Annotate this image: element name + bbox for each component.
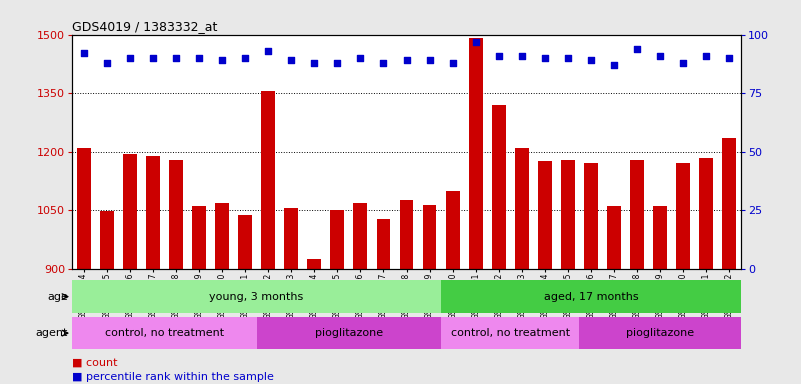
Text: control, no treatment: control, no treatment xyxy=(451,328,570,338)
Bar xyxy=(72,280,441,313)
Bar xyxy=(579,317,741,349)
Bar xyxy=(123,154,137,269)
Text: control, no treatment: control, no treatment xyxy=(105,328,224,338)
Bar xyxy=(376,219,390,269)
Bar xyxy=(72,317,256,349)
Bar xyxy=(256,317,441,349)
Bar xyxy=(353,203,368,269)
Point xyxy=(100,60,113,66)
Point xyxy=(630,46,643,52)
Point xyxy=(700,53,713,59)
Point xyxy=(354,55,367,61)
Text: young, 3 months: young, 3 months xyxy=(210,291,304,302)
Bar xyxy=(423,205,437,269)
Bar xyxy=(441,280,741,313)
Point xyxy=(192,55,205,61)
Text: pioglitazone: pioglitazone xyxy=(315,328,383,338)
Point xyxy=(493,53,505,59)
Bar xyxy=(654,206,667,269)
Point xyxy=(215,57,228,63)
Bar xyxy=(538,161,552,269)
Bar xyxy=(146,156,159,269)
Text: pioglitazone: pioglitazone xyxy=(626,328,694,338)
Point xyxy=(423,57,436,63)
Bar xyxy=(308,259,321,269)
Bar xyxy=(238,215,252,269)
Bar xyxy=(441,317,579,349)
Point xyxy=(262,48,275,54)
Point xyxy=(331,60,344,66)
Point xyxy=(515,53,528,59)
Text: agent: agent xyxy=(36,328,68,338)
Bar xyxy=(699,157,713,269)
Point xyxy=(469,38,482,45)
Bar xyxy=(469,38,483,269)
Point xyxy=(239,55,252,61)
Point xyxy=(538,55,551,61)
Point xyxy=(446,60,459,66)
Point xyxy=(608,62,621,68)
Bar xyxy=(492,105,505,269)
Point xyxy=(585,57,598,63)
Point xyxy=(285,57,298,63)
Point xyxy=(147,55,159,61)
Bar xyxy=(261,91,275,269)
Text: aged, 17 months: aged, 17 months xyxy=(544,291,638,302)
Point xyxy=(562,55,574,61)
Point xyxy=(123,55,136,61)
Bar xyxy=(400,200,413,269)
Point xyxy=(170,55,183,61)
Point xyxy=(377,60,390,66)
Bar xyxy=(169,160,183,269)
Point xyxy=(654,53,666,59)
Point xyxy=(677,60,690,66)
Bar xyxy=(723,138,736,269)
Point xyxy=(308,60,320,66)
Bar xyxy=(215,203,229,269)
Point xyxy=(77,50,90,56)
Bar xyxy=(445,191,460,269)
Text: ■ count: ■ count xyxy=(72,357,118,367)
Text: age: age xyxy=(47,291,68,302)
Bar xyxy=(630,160,644,269)
Bar xyxy=(330,210,344,269)
Bar xyxy=(77,148,91,269)
Text: GDS4019 / 1383332_at: GDS4019 / 1383332_at xyxy=(72,20,217,33)
Text: ■ percentile rank within the sample: ■ percentile rank within the sample xyxy=(72,372,274,382)
Bar xyxy=(607,206,621,269)
Bar xyxy=(192,205,206,269)
Bar xyxy=(515,148,529,269)
Bar xyxy=(561,160,575,269)
Bar xyxy=(284,208,298,269)
Bar xyxy=(100,212,114,269)
Point xyxy=(723,55,736,61)
Bar xyxy=(584,164,598,269)
Bar xyxy=(676,164,690,269)
Point xyxy=(400,57,413,63)
